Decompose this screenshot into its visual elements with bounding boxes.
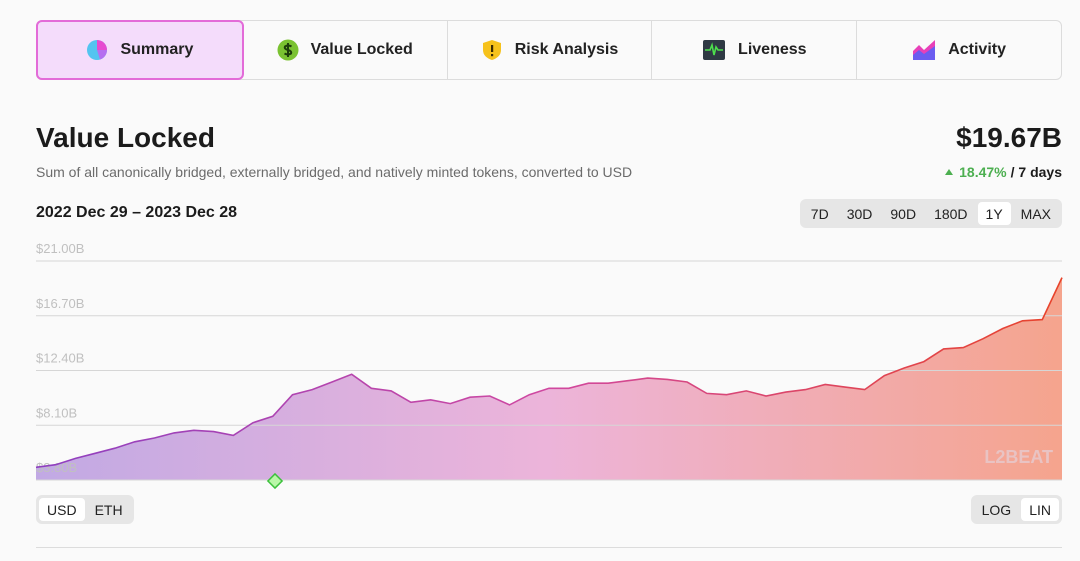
scale-selector: LOG LIN <box>970 495 1062 524</box>
tab-bar: Summary Value Locked Risk Analysis Liveness… <box>36 20 1062 80</box>
tab[interactable]: Value Locked <box>243 21 448 79</box>
icon-shape <box>283 44 292 56</box>
toggle-button[interactable]: ETH <box>94 501 123 518</box>
icon-shape <box>490 45 493 52</box>
total-value: $19.67B <box>956 122 1062 153</box>
icon-shape <box>913 40 936 60</box>
toggle-button[interactable]: 1Y <box>977 202 1011 225</box>
tab-icon <box>702 39 726 61</box>
icon-shape <box>913 46 936 60</box>
tab-icon <box>912 39 936 61</box>
tab-label: Liveness <box>738 41 807 58</box>
change-row: 18.47% / 7 days <box>945 164 1062 180</box>
up-arrow <box>945 169 954 175</box>
change: 18.47% <box>959 164 1007 180</box>
icon-shape <box>97 50 108 60</box>
tab[interactable]: Liveness <box>652 21 858 79</box>
icon-shape <box>705 42 724 56</box>
tab-icon <box>86 39 108 61</box>
tab-label: Summary <box>120 41 194 58</box>
toggle-button[interactable]: 7D <box>810 205 829 222</box>
area-fill <box>36 277 1062 480</box>
y-tick-label: $8.10B <box>36 405 77 420</box>
icon-shape <box>277 39 299 61</box>
tab-icon <box>481 39 503 61</box>
tab[interactable]: Summary <box>36 20 244 80</box>
y-tick-label: $3.80B <box>36 460 77 475</box>
toggle-button[interactable]: 180D <box>934 205 968 222</box>
toggle-button[interactable]: 30D <box>846 205 873 222</box>
watermark: L2BEAT <box>984 447 1053 467</box>
tab-label: Activity <box>948 41 1006 58</box>
y-tick-label: $16.70B <box>36 296 84 311</box>
icon-shape <box>703 40 726 60</box>
icon-shape <box>490 54 493 57</box>
unit-selector: USD ETH <box>36 495 134 524</box>
tab[interactable]: Risk Analysis <box>448 21 653 79</box>
title: Value Locked <box>36 122 215 153</box>
subtitle: Sum of all canonically bridged, external… <box>36 164 633 180</box>
toggle-button[interactable]: USD <box>39 498 85 521</box>
toggle-button[interactable]: LOG <box>981 501 1012 518</box>
icon-shape <box>703 40 726 60</box>
period: / 7 days <box>1010 164 1062 180</box>
event-diamond[interactable] <box>266 472 284 490</box>
y-tick-label: $12.40B <box>36 351 84 366</box>
divider <box>36 547 1062 548</box>
y-tick-label: $21.00B <box>36 241 84 256</box>
tab-icon <box>277 39 299 61</box>
tab[interactable]: Activity <box>857 21 1061 79</box>
range-selector: 7D 30D 90D 180D 1Y MAX <box>799 199 1062 228</box>
toggle-button[interactable]: MAX <box>1020 205 1051 222</box>
event-marker[interactable] <box>266 472 284 490</box>
chart: L2BEAT $3.80B $8.10B $12.40B $16.70B $21.00B <box>35 241 1063 481</box>
date-range: 2022 Dec 29 – 2023 Dec 28 <box>36 204 238 221</box>
tab-label: Value Locked <box>310 41 413 58</box>
icon-shape <box>482 40 501 60</box>
tab-label: Risk Analysis <box>514 41 619 58</box>
icon-shape <box>87 40 108 60</box>
icon-shape <box>97 40 108 50</box>
toggle-button[interactable]: LIN <box>1021 498 1059 521</box>
line <box>35 277 1063 469</box>
toggle-button[interactable]: 90D <box>890 205 917 222</box>
